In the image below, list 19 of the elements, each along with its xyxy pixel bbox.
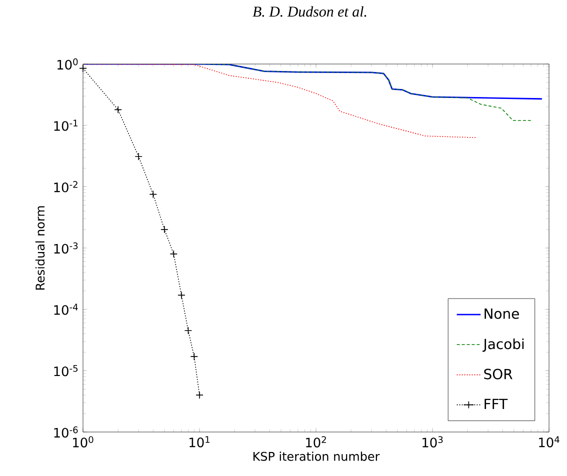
- y-axis-title: Residual norm: [35, 206, 45, 290]
- y-tick-label: 10$^{-1}$: [54, 120, 78, 131]
- y-tick-label: 10$^{-2}$: [54, 181, 78, 192]
- y-tick-label: 10$^{-3}$: [54, 242, 78, 254]
- legend-label: Jacobi: [482, 338, 524, 352]
- x-tick-label: 10$^{3}$: [422, 436, 443, 448]
- x-tick-label: 10$^{2}$: [306, 436, 326, 448]
- text: B. D. Dudson et al.: [252, 6, 366, 17]
- y-tick-label: 10$^{-6}$: [54, 426, 78, 438]
- x-axis-title: KSP iteration number: [253, 452, 380, 461]
- legend-label: SOR: [484, 368, 512, 380]
- x-tick-label: 10$^{1}$: [190, 436, 210, 448]
- x-tick-label: 10$^{4}$: [539, 436, 560, 448]
- x-tick-label: 10$^{0}$: [73, 436, 94, 448]
- y-tick-label: 10$^{-4}$: [54, 304, 78, 315]
- legend-label: None: [484, 308, 519, 319]
- legend-label: FFT: [484, 398, 508, 410]
- y-tick-label: 10$^{0}$: [57, 58, 78, 70]
- y-tick-label: 10$^{-5}$: [54, 365, 78, 376]
